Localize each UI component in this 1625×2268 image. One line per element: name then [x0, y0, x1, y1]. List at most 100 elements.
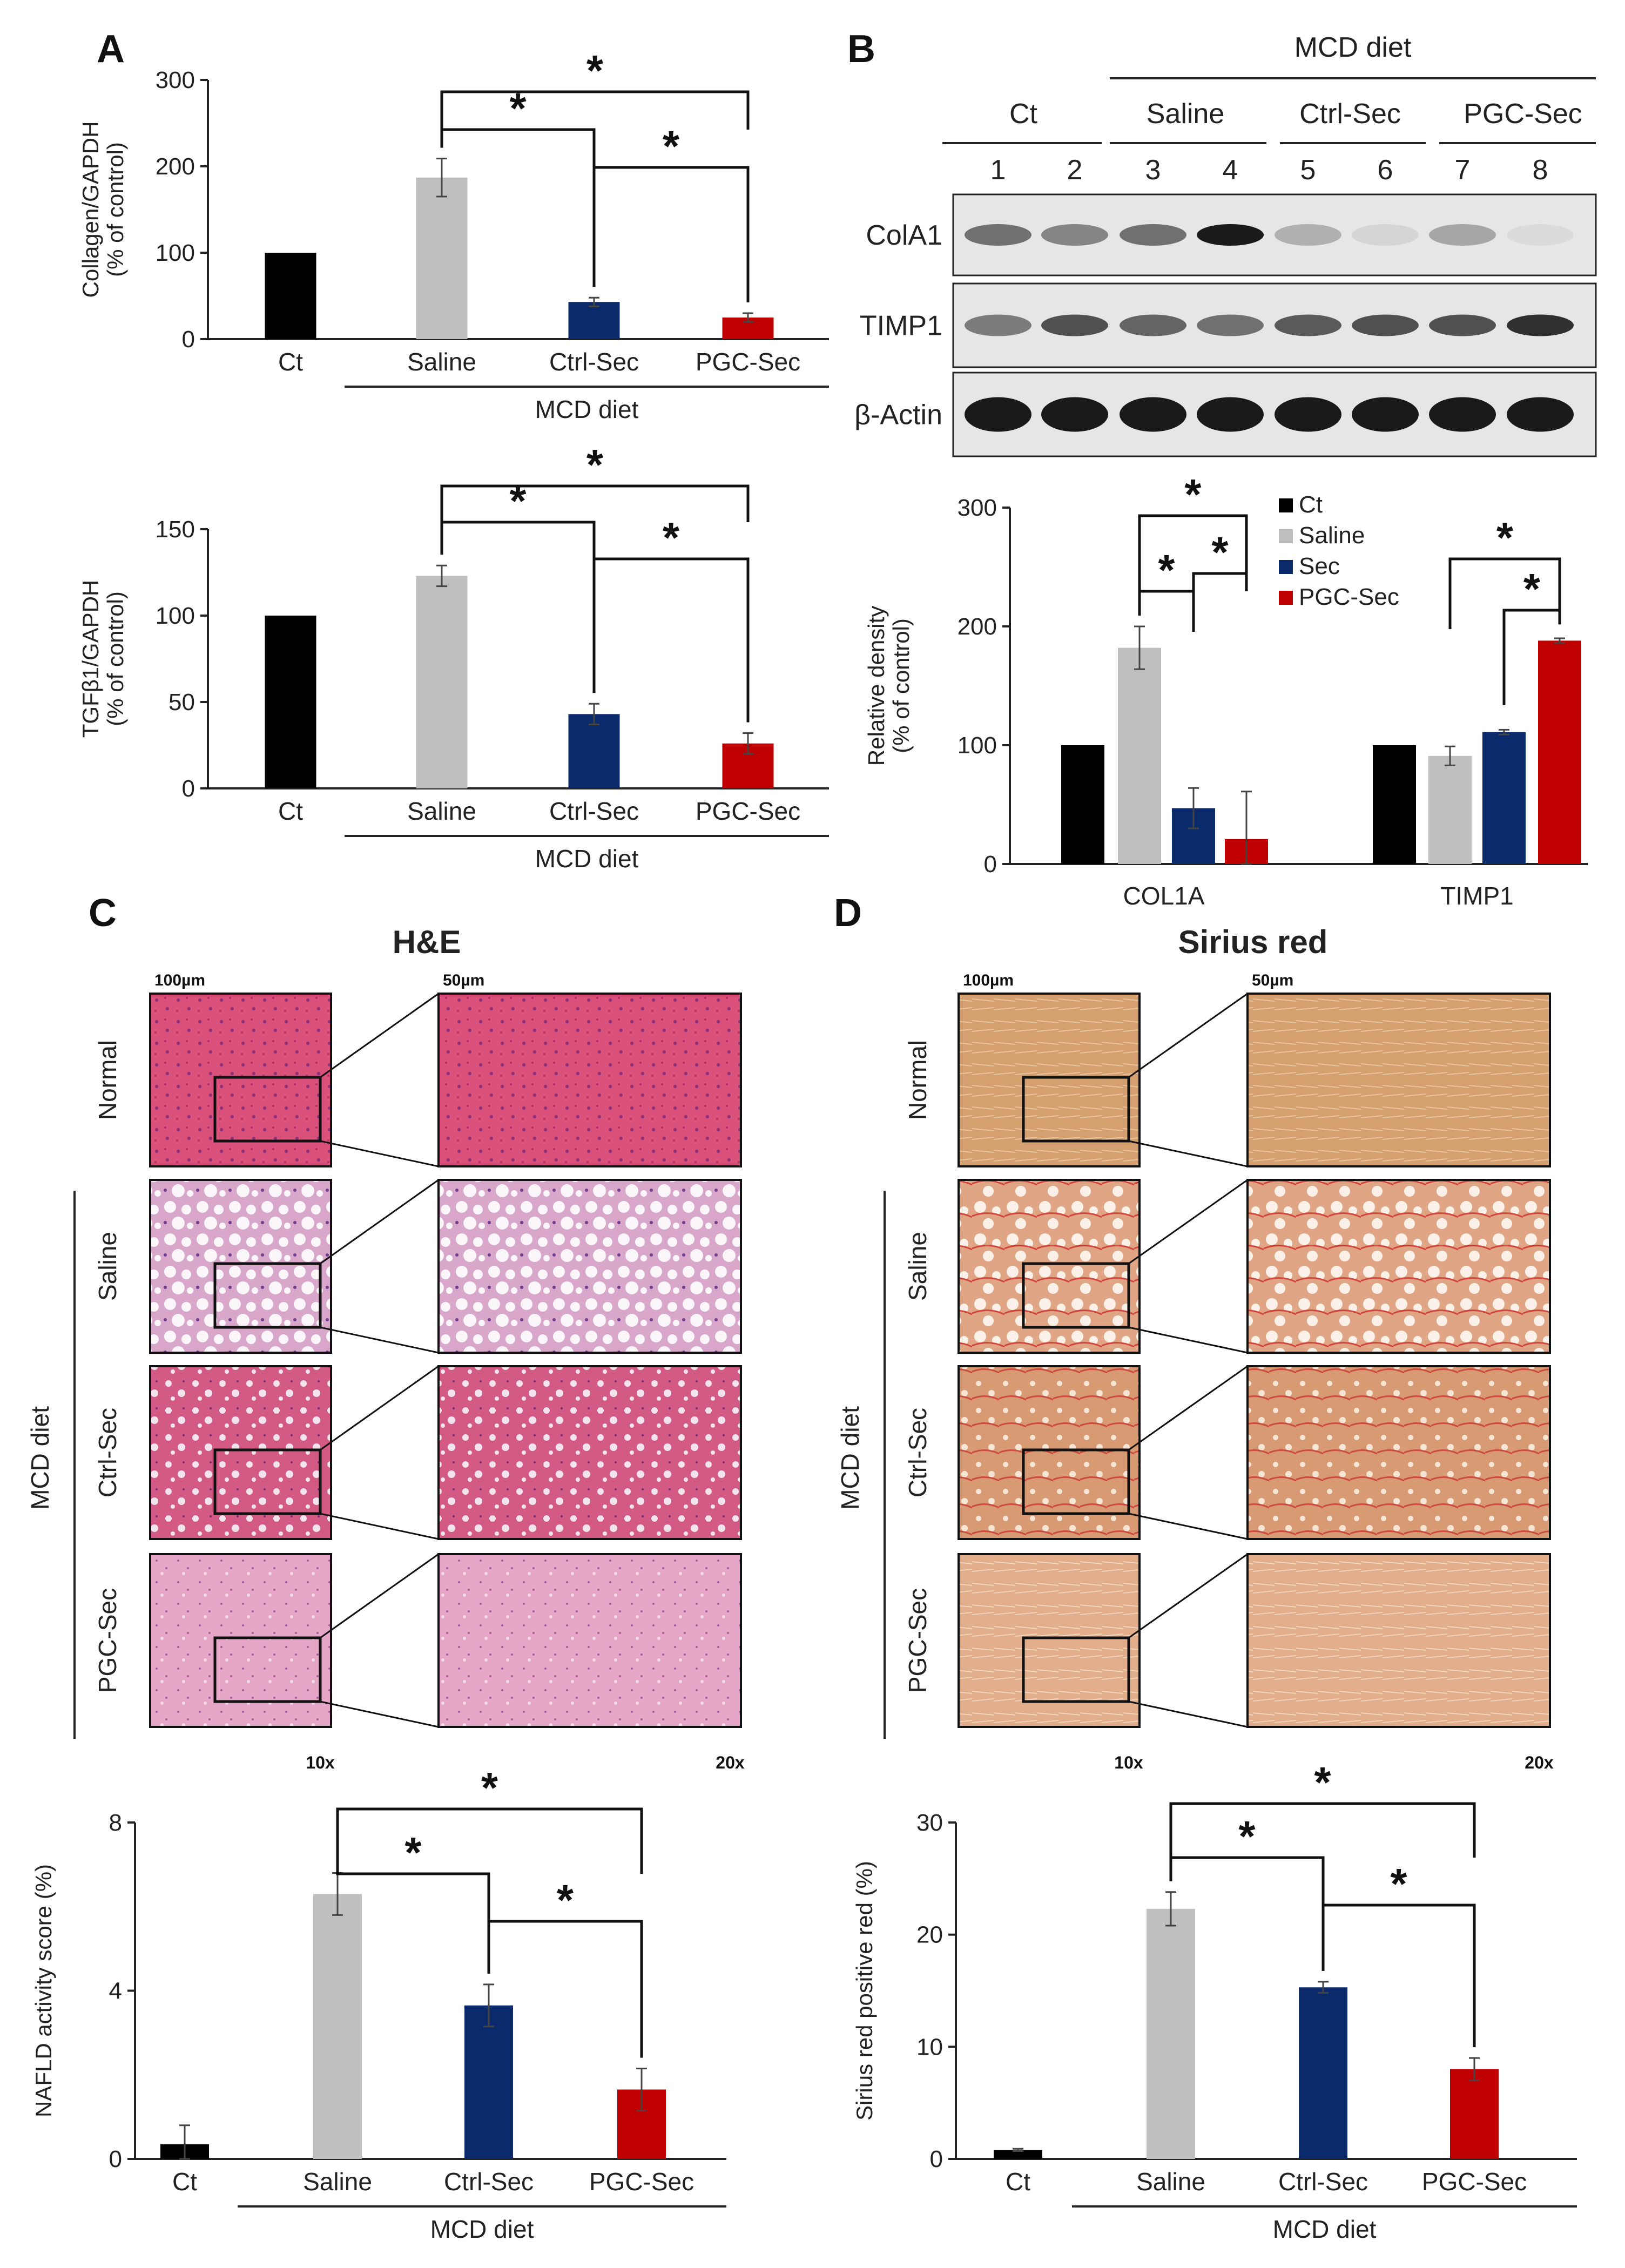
panel-label-d: D: [834, 892, 862, 935]
zoom-box: [213, 1448, 322, 1515]
y-axis-label: TGFβ1/GAPDH (% of control): [78, 580, 128, 738]
significance-star: *: [586, 46, 604, 94]
scale-bar-label: 50µm: [1252, 971, 1293, 989]
y-tick-label: 100: [156, 240, 195, 266]
blot-protein-label: β-Actin: [854, 400, 942, 431]
significance-bracket: [1448, 557, 1561, 629]
row-label: Ctrl-Sec: [903, 1408, 932, 1497]
blot-band: [965, 224, 1031, 246]
significance-star: *: [1523, 565, 1541, 613]
blot-band: [965, 397, 1031, 432]
mcd-group-label: MCD diet: [836, 1406, 864, 1510]
zoom-connector: [1128, 1326, 1248, 1354]
y-tick-label: 0: [109, 2146, 122, 2172]
zoom-connector: [320, 1326, 439, 1354]
row-label: Ctrl-Sec: [93, 1408, 122, 1497]
row-label: Normal: [93, 1040, 122, 1120]
row-label-text: Ctrl-Sec: [93, 1408, 122, 1497]
y-axis-label-line: (% of control): [888, 618, 914, 753]
zoom-connector: [320, 993, 439, 1078]
he-20x-image: [437, 1553, 742, 1728]
significance-bracket: [440, 90, 750, 130]
blot-band: [1041, 314, 1108, 336]
y-axis-label: Relative density (% of control): [864, 606, 914, 766]
bar-ct: [265, 253, 316, 339]
bar-ctrl-sec: [568, 302, 620, 339]
y-tick-label: 0: [930, 2146, 943, 2172]
category-label: Ctrl-Sec: [1278, 2168, 1368, 2196]
blot-band: [1429, 224, 1496, 246]
magnification-label: 10x: [306, 1753, 335, 1772]
scale-bar-label: 100µm: [154, 971, 205, 989]
bar-saline: [416, 576, 468, 788]
sirius-red-20x-image: [1246, 993, 1551, 1167]
zoom-box: [1022, 1636, 1130, 1703]
category-label: Ct: [278, 797, 303, 825]
category-label: COL1A: [1123, 882, 1205, 910]
blot-band: [1429, 397, 1496, 432]
y-tick-label: 100: [958, 732, 997, 759]
blot-group-label: Ct: [1009, 98, 1038, 130]
y-axis-label-line: Relative density: [864, 606, 889, 766]
zoom-box: [1022, 1076, 1130, 1143]
y-tick-label: 300: [156, 67, 195, 93]
bar-ct: [1061, 745, 1104, 864]
significance-star: *: [1184, 470, 1202, 518]
bar-ctrl-sec: [464, 2005, 513, 2159]
category-label: TIMP1: [1440, 882, 1513, 910]
blot-protein-label: ColA1: [866, 220, 942, 251]
y-tick-label: 30: [916, 1810, 943, 1836]
panel-label-c: C: [89, 892, 117, 935]
blot-band: [1352, 397, 1419, 432]
blot-band: [1352, 314, 1419, 336]
y-tick-label: 20: [916, 1922, 943, 1948]
group-label: MCD diet: [1273, 2215, 1377, 2243]
legend-swatch: [1279, 591, 1293, 605]
scale-bar-label: 100µm: [963, 971, 1014, 989]
magnification-label: 20x: [1525, 1753, 1554, 1772]
significance-star: *: [1211, 528, 1229, 576]
blot-lane-number: 2: [1067, 154, 1083, 186]
legend-label: PGC-Sec: [1299, 584, 1399, 610]
significance-star: *: [1158, 546, 1175, 594]
row-label-text: Saline: [903, 1232, 932, 1301]
row-label: Normal: [903, 1040, 932, 1120]
category-label: Saline: [303, 2168, 372, 2196]
zoom-connector: [320, 1140, 439, 1167]
zoom-connector: [1128, 1140, 1248, 1167]
blot-band: [1275, 397, 1341, 432]
y-tick-label: 0: [182, 775, 195, 802]
zoom-connector: [1128, 1179, 1248, 1265]
blot-lane-number: 4: [1223, 154, 1238, 186]
row-label: PGC-Sec: [903, 1588, 932, 1693]
zoom-box: [1022, 1262, 1130, 1329]
y-axis-label-line: NAFLD activity score (%): [31, 1864, 56, 2117]
category-label: Ct: [172, 2168, 197, 2196]
bar-pgc-sec: [1450, 2069, 1499, 2159]
category-label: PGC-Sec: [589, 2168, 694, 2196]
bar-saline: [416, 177, 468, 339]
he-10x-image: [149, 1553, 332, 1728]
significance-star: *: [663, 514, 680, 562]
he-title: H&E: [393, 924, 461, 960]
category-label: Saline: [1136, 2168, 1205, 2196]
category-label: PGC-Sec: [696, 348, 800, 376]
sirius-red-10x-image: [958, 1365, 1141, 1540]
row-label-text: Ctrl-Sec: [903, 1408, 932, 1497]
zoom-box: [213, 1636, 322, 1703]
significance-bracket: [1502, 609, 1560, 705]
y-axis-label-line: Sirius red positive red (%): [852, 1861, 877, 2121]
category-label: Saline: [407, 348, 476, 376]
blot-lane-number: 5: [1300, 154, 1316, 186]
y-tick-label: 200: [958, 613, 997, 640]
he-10x-image: [149, 1179, 332, 1354]
sirius-red-20x-image: [1246, 1179, 1551, 1354]
mcd-group-label-text: MCD diet: [836, 1406, 864, 1510]
scale-bar-label: 50µm: [443, 971, 484, 989]
category-label: Ct: [278, 348, 303, 376]
significance-star: *: [663, 122, 680, 170]
mcd-group-label-text: MCD diet: [26, 1406, 54, 1510]
legend-label: Saline: [1299, 522, 1365, 549]
y-tick-label: 8: [109, 1810, 122, 1836]
